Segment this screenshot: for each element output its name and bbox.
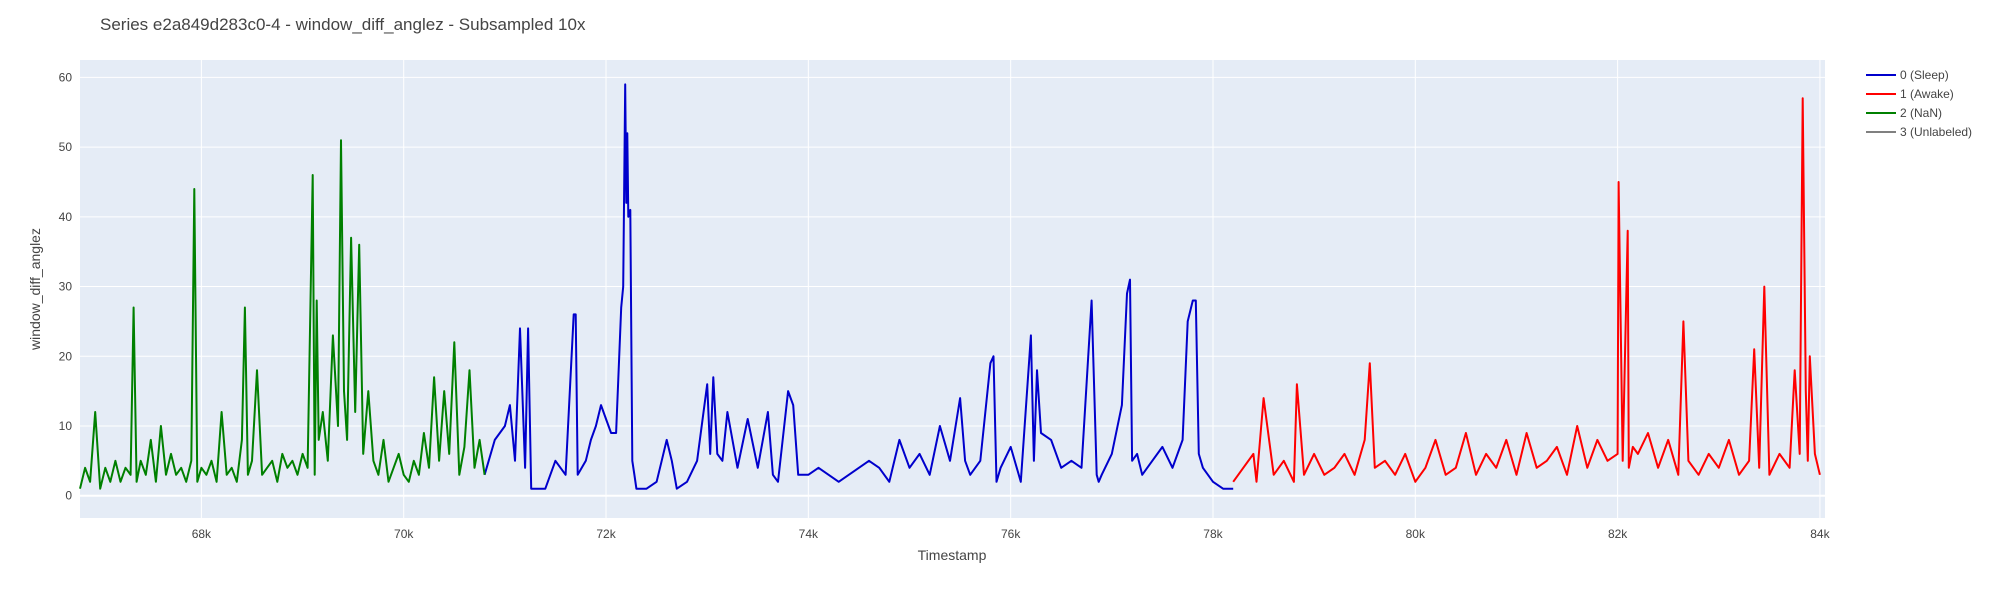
legend-label[interactable]: 2 (NaN) xyxy=(1900,106,1942,120)
x-tick-label: 72k xyxy=(596,527,616,541)
y-tick-label: 50 xyxy=(59,140,73,154)
x-axis-ticks: 68k 70k 72k 74k 76k 78k 80k 82k 84k xyxy=(192,527,1831,541)
x-tick-label: 70k xyxy=(394,527,414,541)
y-axis-ticks: 0 10 20 30 40 50 60 xyxy=(59,70,73,502)
y-tick-label: 20 xyxy=(59,349,73,363)
y-tick-label: 10 xyxy=(59,419,73,433)
y-tick-label: 40 xyxy=(59,210,73,224)
x-tick-label: 82k xyxy=(1608,527,1628,541)
y-tick-label: 0 xyxy=(65,489,72,503)
y-axis-title: window_diff_anglez xyxy=(27,228,43,351)
x-tick-label: 74k xyxy=(799,527,819,541)
x-tick-label: 80k xyxy=(1406,527,1426,541)
y-tick-label: 60 xyxy=(59,70,73,84)
series-lines xyxy=(79,83,1821,490)
x-tick-label: 84k xyxy=(1810,527,1830,541)
legend-label[interactable]: 3 (Unlabeled) xyxy=(1900,125,1972,139)
series-line-0[interactable] xyxy=(483,83,1234,490)
legend-label[interactable]: 0 (Sleep) xyxy=(1900,68,1949,82)
x-axis-title: Timestamp xyxy=(918,547,987,563)
x-tick-label: 68k xyxy=(192,527,212,541)
legend-label[interactable]: 1 (Awake) xyxy=(1900,87,1954,101)
gridlines xyxy=(80,60,1825,518)
series-line-2[interactable] xyxy=(79,139,486,490)
x-tick-label: 78k xyxy=(1203,527,1223,541)
legend: 0 (Sleep) 1 (Awake) 2 (NaN) 3 (Unlabeled) xyxy=(1866,68,1972,139)
x-tick-label: 76k xyxy=(1001,527,1021,541)
chart-title: Series e2a849d283c0-4 - window_diff_angl… xyxy=(100,15,586,34)
series-line-1[interactable] xyxy=(1232,97,1821,483)
y-tick-label: 30 xyxy=(59,280,73,294)
